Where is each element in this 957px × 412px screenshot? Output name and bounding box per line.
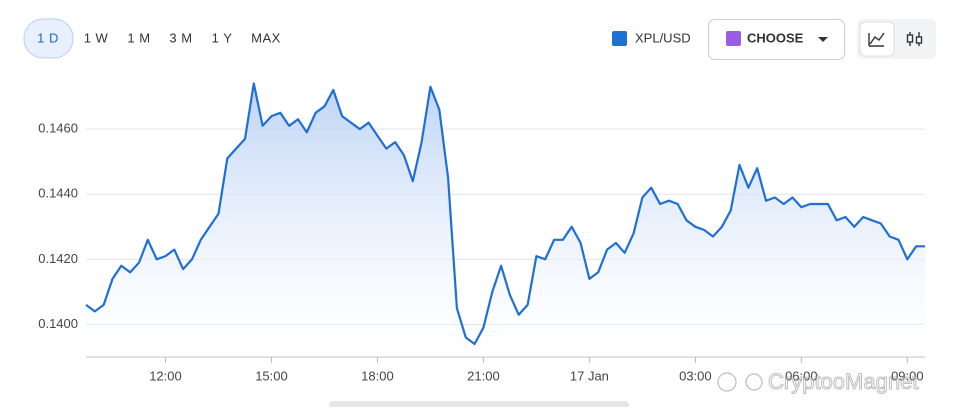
range-button[interactable]: 3 M bbox=[169, 30, 192, 45]
x-tick-label: 18:00 bbox=[361, 368, 394, 383]
range-button[interactable]: MAX bbox=[251, 30, 281, 45]
range-button[interactable]: 1 M bbox=[127, 30, 150, 45]
range-button[interactable]: 1 D bbox=[37, 30, 59, 45]
candle-icon[interactable] bbox=[906, 32, 923, 46]
dropdown-caret bbox=[818, 37, 828, 42]
range-active-bg bbox=[23, 18, 74, 59]
x-tick-label: 17 Jan bbox=[570, 368, 609, 383]
watermark-text: CryptooMagnet bbox=[768, 369, 918, 394]
range-button[interactable]: 1 Y bbox=[212, 30, 233, 45]
choose-swatch bbox=[726, 31, 741, 46]
watermark: CryptooMagnet bbox=[717, 368, 919, 394]
x-tick-label: 03:00 bbox=[679, 368, 712, 383]
legend-label: XPL/USD bbox=[635, 30, 691, 45]
x-tick-label: 09:00 bbox=[891, 368, 924, 383]
range-buttons: 1 D 1 W 1 M 3 M 1 Y MAX bbox=[37, 30, 281, 45]
y-tick-label: 0.1460 bbox=[38, 121, 78, 136]
y-tick-label: 0.1440 bbox=[38, 186, 78, 201]
choose-dropdown[interactable] bbox=[708, 19, 845, 60]
y-tick-label: 0.1400 bbox=[38, 316, 78, 331]
area-fill bbox=[86, 83, 925, 357]
y-tick-label: 0.1420 bbox=[38, 251, 78, 266]
range-button[interactable]: 1 W bbox=[84, 30, 109, 45]
choose-label: CHOOSE bbox=[747, 30, 804, 45]
plot-area: 0.1400 0.1420 0.1440 0.1460 12:00 15:00 18:00 2… bbox=[38, 82, 925, 383]
area-icon bbox=[868, 32, 885, 47]
x-tick-label: 15:00 bbox=[255, 368, 288, 383]
x-tick-label: 06:00 bbox=[785, 368, 818, 383]
x-tick-label: 12:00 bbox=[149, 368, 182, 383]
price-line bbox=[85, 82, 925, 346]
scrollbar bbox=[329, 401, 629, 409]
x-tick-label: 21:00 bbox=[467, 368, 500, 383]
legend-swatch bbox=[612, 31, 627, 46]
